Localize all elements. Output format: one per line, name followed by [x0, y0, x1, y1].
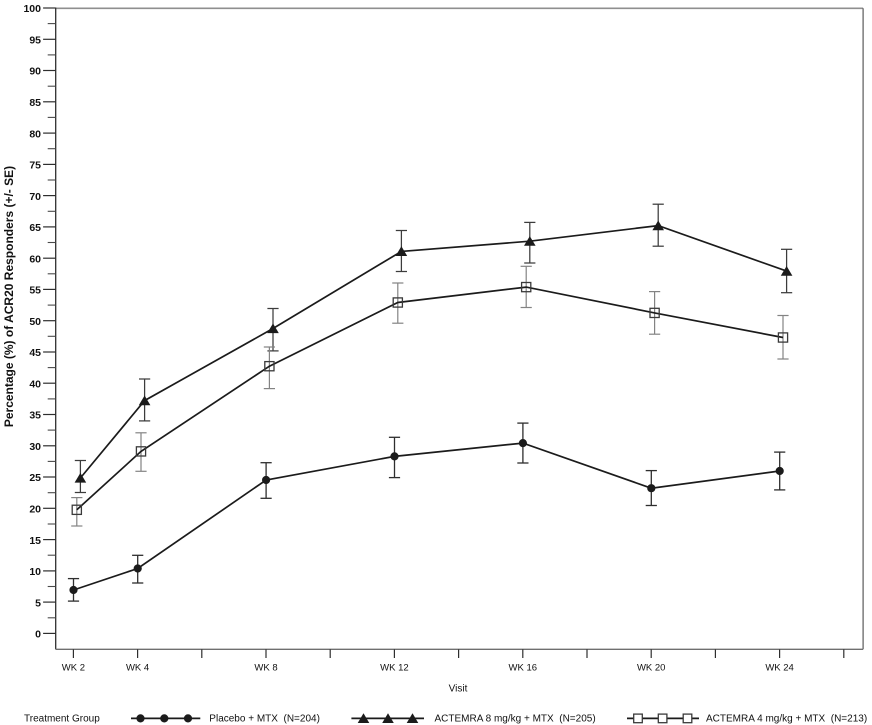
svg-text:55: 55: [29, 285, 41, 297]
svg-text:0: 0: [35, 629, 41, 641]
svg-text:WK 2: WK 2: [62, 663, 85, 674]
svg-text:75: 75: [29, 160, 41, 172]
svg-text:Treatment Group: Treatment Group: [24, 714, 100, 725]
svg-text:Percentage (%) of ACR20 Respon: Percentage (%) of ACR20 Responders (+/- …: [2, 166, 16, 427]
svg-text:20: 20: [29, 504, 41, 516]
svg-text:15: 15: [29, 535, 41, 547]
svg-text:WK 20: WK 20: [637, 663, 666, 674]
svg-text:30: 30: [29, 441, 41, 453]
svg-text:WK 12: WK 12: [380, 663, 409, 674]
svg-text:35: 35: [29, 410, 41, 422]
svg-text:ACTEMRA 4 mg/kg + MTX (N=213): ACTEMRA 4 mg/kg + MTX (N=213): [706, 714, 867, 725]
svg-text:10: 10: [29, 566, 41, 578]
svg-text:80: 80: [29, 128, 41, 140]
svg-text:Placebo + MTX (N=204): Placebo + MTX (N=204): [209, 714, 320, 725]
svg-text:Visit: Visit: [449, 684, 468, 695]
svg-text:40: 40: [29, 378, 41, 390]
svg-text:WK 24: WK 24: [765, 663, 794, 674]
svg-text:90: 90: [29, 66, 41, 78]
svg-text:95: 95: [29, 35, 41, 47]
svg-text:WK 4: WK 4: [126, 663, 149, 674]
svg-text:5: 5: [35, 597, 41, 609]
svg-text:WK 16: WK 16: [509, 663, 538, 674]
svg-text:WK 8: WK 8: [254, 663, 277, 674]
svg-text:50: 50: [29, 316, 41, 328]
svg-text:25: 25: [29, 472, 41, 484]
svg-text:65: 65: [29, 222, 41, 234]
svg-text:60: 60: [29, 253, 41, 265]
svg-text:45: 45: [29, 347, 41, 359]
svg-text:ACTEMRA 8 mg/kg + MTX (N=205): ACTEMRA 8 mg/kg + MTX (N=205): [435, 714, 596, 725]
svg-text:70: 70: [29, 191, 41, 203]
svg-text:100: 100: [23, 3, 41, 15]
svg-text:85: 85: [29, 97, 41, 109]
